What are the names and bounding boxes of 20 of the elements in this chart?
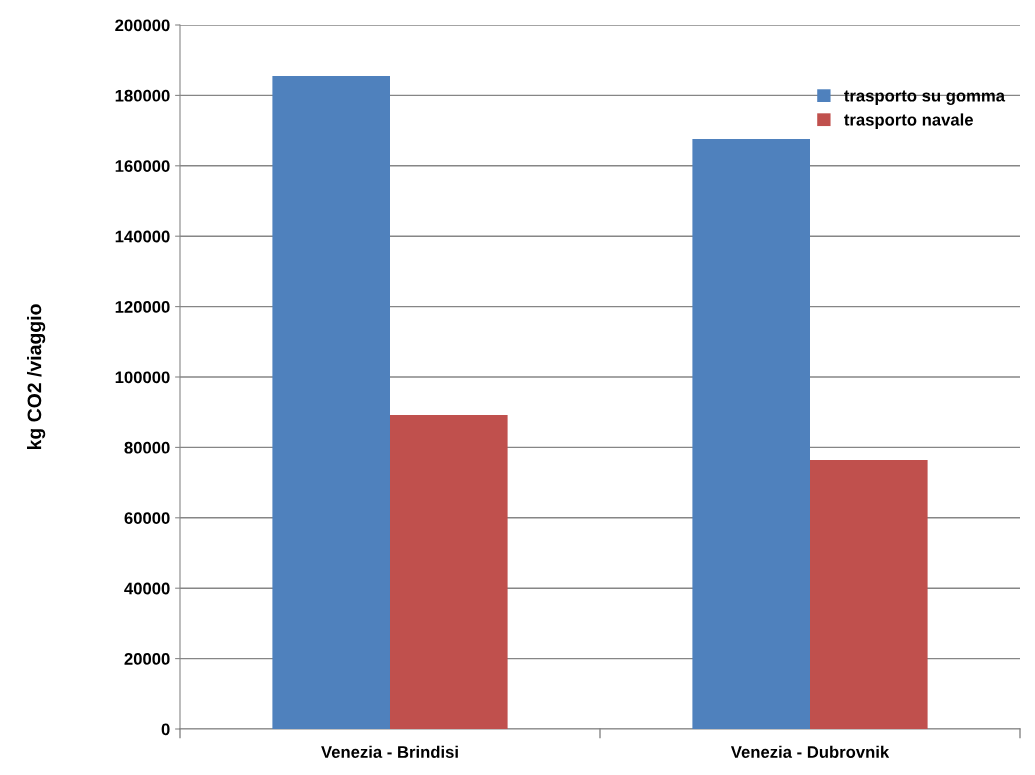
bar <box>390 415 508 729</box>
bar <box>810 460 928 729</box>
y-axis-title: kg CO2 /viaggio <box>27 304 46 450</box>
y-tick-label: 120000 <box>115 301 170 313</box>
y-tick-label: 140000 <box>115 230 170 243</box>
y-tick-label: 60000 <box>124 512 170 524</box>
y-tick-label: 20000 <box>124 653 170 665</box>
y-tick-label: 40000 <box>124 582 170 595</box>
y-tick-label: 100000 <box>115 371 170 384</box>
y-tick-label: 0 <box>161 723 170 736</box>
legend-label: trasporto navale <box>844 113 973 129</box>
y-tick-label: 180000 <box>115 89 170 102</box>
y-tick-label: 200000 <box>115 19 170 32</box>
y-tick-label: 160000 <box>115 160 170 172</box>
x-tick-label: Venezia - Dubrovnik <box>730 745 890 758</box>
bar <box>692 139 810 729</box>
x-tick-label: Venezia - Brindisi <box>321 745 458 758</box>
y-tick-label: 80000 <box>124 441 170 454</box>
bar <box>272 76 390 729</box>
legend-label: trasporto su gomma <box>844 90 1006 105</box>
